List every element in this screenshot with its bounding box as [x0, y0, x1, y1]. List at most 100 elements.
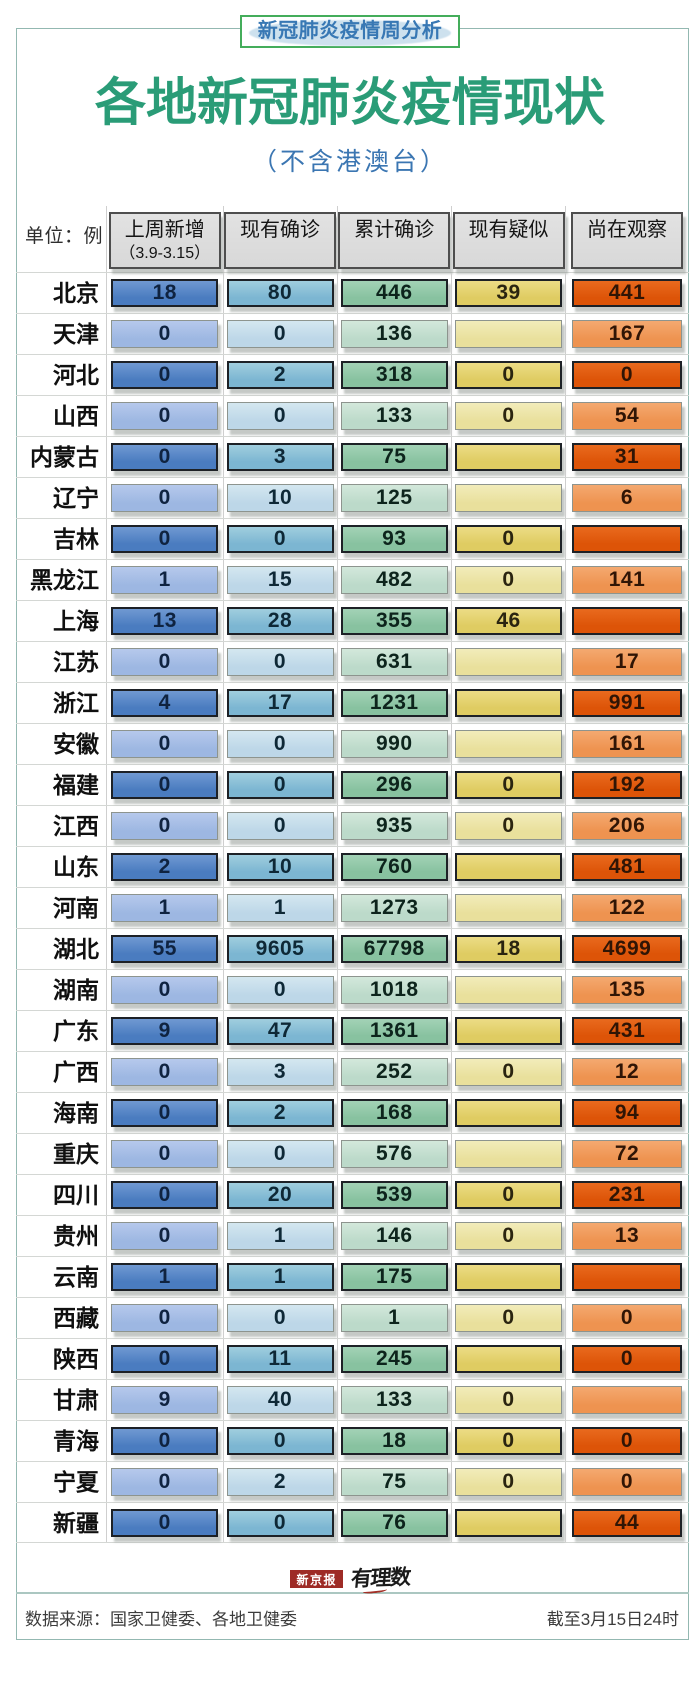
value-cell: 1	[226, 894, 334, 922]
table-row-贵州: 贵州 0 1 146 0 13	[16, 1215, 689, 1256]
table-cell-region: 935	[336, 806, 452, 846]
province-label: 北京	[53, 280, 99, 306]
table-cell-region: 67798	[336, 929, 452, 969]
table-cell-region: 54	[565, 396, 688, 436]
province-label: 陕西	[53, 1346, 99, 1372]
table-cell-region: 0	[106, 1052, 223, 1092]
table-cell-region: 446	[336, 273, 452, 313]
unit-label: 单位：例	[24, 226, 103, 247]
value-cell: 0	[111, 771, 219, 799]
table-cell-region: 0	[106, 1093, 223, 1133]
value-cell: 175	[340, 1263, 448, 1291]
value-cell: 3	[226, 1058, 334, 1086]
table-cell-region: 1018	[336, 970, 452, 1010]
column-header-cell: 现有确诊	[224, 212, 336, 269]
value-cell: 1361	[340, 1017, 448, 1045]
table-cell-region: 482	[336, 560, 452, 600]
value-cell: 122	[572, 894, 682, 922]
table-row-天津: 天津 0 0 136 167	[16, 313, 689, 354]
page-subtitle: （不含港澳台）	[251, 148, 448, 176]
value-cell: 0	[226, 812, 334, 840]
table-cell-region: 318	[336, 355, 452, 395]
table-cell-region: 206	[565, 806, 688, 846]
value-cell: 0	[455, 1304, 562, 1332]
table-row-广东: 广东 9 47 1361 431	[16, 1010, 689, 1051]
value-cell: 17	[572, 648, 682, 676]
province-label: 上海	[53, 608, 99, 634]
table-cell-region: 75	[336, 1462, 452, 1502]
table-cell-region	[451, 1011, 565, 1051]
brand-logos: 新京报 有理数	[0, 1566, 700, 1595]
table-cell-region: 31	[565, 437, 688, 477]
table-cell-region: 0	[451, 765, 565, 805]
value-cell: 631	[340, 648, 448, 676]
value-cell: 231	[572, 1181, 682, 1209]
table-row-河南: 河南 1 1 1273 122	[16, 887, 689, 928]
value-cell: 0	[226, 730, 334, 758]
table-row-湖北: 湖北 55 9605 67798 18 4699	[16, 928, 689, 969]
beijing-news-logo: 新京报	[290, 1570, 344, 1588]
value-cell: 0	[455, 402, 562, 430]
value-cell	[455, 976, 562, 1004]
table-cell-region: 146	[336, 1216, 452, 1256]
value-cell: 40	[226, 1386, 334, 1414]
table-cell-region: 0	[222, 765, 337, 805]
table-cell-region: 252	[336, 1052, 452, 1092]
value-cell: 192	[572, 771, 682, 799]
value-cell: 0	[572, 1304, 682, 1332]
province-label: 河南	[53, 895, 99, 921]
table-cell-region: 0	[451, 1052, 565, 1092]
value-cell: 446	[340, 279, 448, 307]
table-cell-region: 18	[106, 273, 223, 313]
value-cell: 0	[111, 812, 219, 840]
value-cell: 3	[226, 443, 334, 471]
value-cell	[455, 1099, 562, 1127]
province-label: 河北	[53, 362, 99, 388]
value-cell: 0	[111, 443, 219, 471]
value-cell: 0	[226, 648, 334, 676]
table-cell-region: 0	[451, 1380, 565, 1420]
footer-band: 数据来源：国家卫健委、各地卫健委 截至3月15日24时	[16, 1594, 689, 1640]
value-cell: 146	[340, 1222, 448, 1250]
table-cell-region: 93	[336, 519, 452, 559]
value-cell: 0	[455, 566, 562, 594]
province-label: 吉林	[53, 526, 99, 552]
table-row-云南: 云南 1 1 175	[16, 1256, 689, 1297]
table-cell-region: 0	[451, 1462, 565, 1502]
table-header-row: 单位：例 上周新增 （3.9-3.15） 现有确诊 累计确诊 现有疑似 尚在观察	[16, 206, 689, 272]
table-cell-region: 1	[222, 888, 337, 928]
value-cell: 161	[572, 730, 682, 758]
table-cell-region: 125	[336, 478, 452, 518]
value-cell: 0	[572, 1345, 682, 1373]
value-cell: 431	[572, 1017, 682, 1045]
value-cell: 13	[111, 607, 219, 635]
value-cell: 0	[111, 1222, 219, 1250]
province-label: 山西	[53, 403, 99, 429]
table-cell-region: 13	[565, 1216, 688, 1256]
table-cell-region: 1	[336, 1298, 452, 1338]
table-cell-region: 80	[222, 273, 337, 313]
table-cell-region	[451, 970, 565, 1010]
value-cell	[455, 894, 562, 922]
table-cell-region	[451, 1339, 565, 1379]
table-cell-region: 0	[106, 1462, 223, 1502]
table-cell-region: 13	[106, 601, 223, 641]
value-cell	[455, 484, 562, 512]
value-cell: 0	[455, 1181, 562, 1209]
table-cell-region: 991	[565, 683, 688, 723]
value-cell: 0	[111, 1345, 219, 1373]
value-cell: 0	[111, 1468, 219, 1496]
table-cell-region: 1	[222, 1216, 337, 1256]
table-cell-region	[565, 601, 688, 641]
column-header-cell: 上周新增 （3.9-3.15）	[108, 212, 221, 269]
value-cell	[455, 730, 562, 758]
value-cell: 125	[340, 484, 448, 512]
value-cell: 133	[340, 402, 448, 430]
table-cell-region: 0	[106, 1298, 223, 1338]
table-cell-region: 0	[222, 1503, 337, 1542]
value-cell: 245	[340, 1345, 448, 1373]
value-cell: 10	[226, 853, 334, 881]
table-row-江苏: 江苏 0 0 631 17	[16, 641, 689, 682]
table-cell-region: 0	[222, 724, 337, 764]
value-cell: 252	[340, 1058, 448, 1086]
